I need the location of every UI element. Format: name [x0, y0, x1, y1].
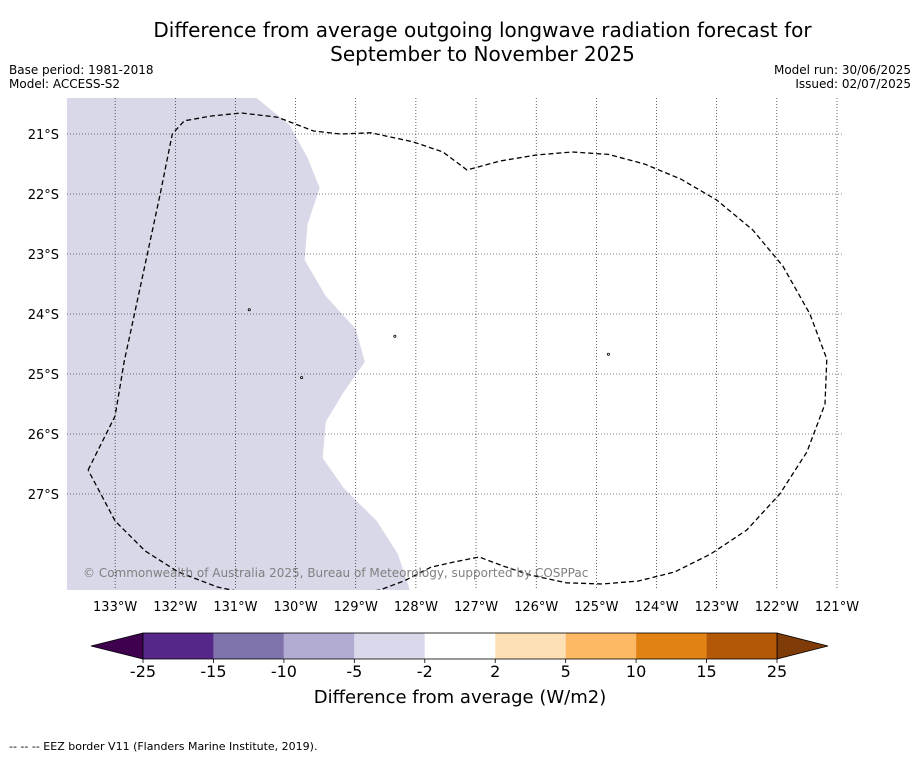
- chart-title: Difference from average outgoing longwav…: [0, 18, 919, 66]
- colorbar-label: 15: [696, 662, 716, 681]
- colorbar-segment: [424, 633, 496, 659]
- chart-title-line2: September to November 2025: [330, 42, 635, 66]
- colorbar-segment: [636, 633, 707, 659]
- colorbar-label: -2: [417, 662, 433, 681]
- colorbar-label: -15: [200, 662, 226, 681]
- eez-footnote: -- -- -- EEZ border V11 (Flanders Marine…: [9, 740, 318, 753]
- colorbar-label: 10: [626, 662, 646, 681]
- colorbar-high-extend: [776, 632, 829, 660]
- eez-border: [87, 112, 828, 590]
- y-tick-label: 22°S: [28, 188, 59, 203]
- meta-left: Base period: 1981-2018 Model: ACCESS-S2: [9, 63, 154, 91]
- x-tick-label: 123°W: [695, 600, 739, 615]
- colorbar-label: 2: [490, 662, 500, 681]
- colorbar-segment: [354, 633, 425, 659]
- colorbar-label: 5: [561, 662, 571, 681]
- x-tick-label: 133°W: [93, 600, 137, 615]
- y-tick-label: 21°S: [28, 128, 59, 143]
- colorbar-segment: [565, 633, 637, 659]
- island-1: [393, 334, 397, 338]
- x-tick-label: 128°W: [394, 600, 438, 615]
- base-period: Base period: 1981-2018: [9, 63, 154, 77]
- colorbar: -25 -15 -10 -5 -2 2 5 10 15 25: [90, 632, 829, 681]
- gridlines: [67, 98, 843, 590]
- colorbar-label: 25: [767, 662, 787, 681]
- shaded-anomaly-region: [67, 98, 410, 590]
- island-2: [300, 376, 304, 380]
- y-tick-label: 26°S: [28, 428, 59, 443]
- x-tick-label: 132°W: [153, 600, 197, 615]
- model-name: Model: ACCESS-S2: [9, 77, 121, 91]
- y-tick-labels: 21°S 22°S 23°S 24°S 25°S 26°S 27°S: [28, 128, 59, 503]
- colorbar-segment: [495, 633, 566, 659]
- colorbar-outline: [142, 632, 778, 660]
- meta-right: Model run: 30/06/2025 Issued: 02/07/2025: [774, 63, 911, 91]
- x-tick-labels: 133°W 132°W 131°W 130°W 129°W 128°W 127°W 126°W…: [93, 600, 859, 615]
- x-tick-label: 121°W: [815, 600, 859, 615]
- colorbar-segment: [706, 633, 777, 659]
- y-tick-label: 23°S: [28, 248, 59, 263]
- colorbar-label: -25: [130, 662, 156, 681]
- x-tick-label: 130°W: [274, 600, 318, 615]
- x-tick-label: 131°W: [213, 600, 257, 615]
- island-0: [247, 308, 251, 312]
- chart-title-line1: Difference from average outgoing longwav…: [153, 18, 812, 42]
- y-tick-label: 27°S: [28, 488, 59, 503]
- x-tick-label: 122°W: [755, 600, 799, 615]
- y-tick-label: 25°S: [28, 368, 59, 383]
- colorbar-segment: [283, 633, 355, 659]
- colorbar-segment: [143, 633, 214, 659]
- y-tick-label: 24°S: [28, 308, 59, 323]
- island-3: [606, 352, 610, 356]
- colorbar-label: -10: [271, 662, 297, 681]
- model-run: Model run: 30/06/2025: [773, 63, 911, 77]
- x-tick-label: 127°W: [454, 600, 498, 615]
- colorbar-segment: [213, 633, 284, 659]
- x-tick-label: 126°W: [514, 600, 558, 615]
- x-tick-label: 125°W: [574, 600, 618, 615]
- x-tick-label: 124°W: [634, 600, 678, 615]
- copyright-text: © Commonwealth of Australia 2025, Bureau…: [83, 566, 588, 580]
- colorbar-low-extend: [90, 632, 144, 660]
- colorbar-title: Difference from average (W/m2): [314, 687, 606, 708]
- x-tick-label: 129°W: [334, 600, 378, 615]
- colorbar-label: -5: [346, 662, 362, 681]
- issued-date: Issued: 02/07/2025: [795, 77, 911, 91]
- islands: [247, 308, 610, 380]
